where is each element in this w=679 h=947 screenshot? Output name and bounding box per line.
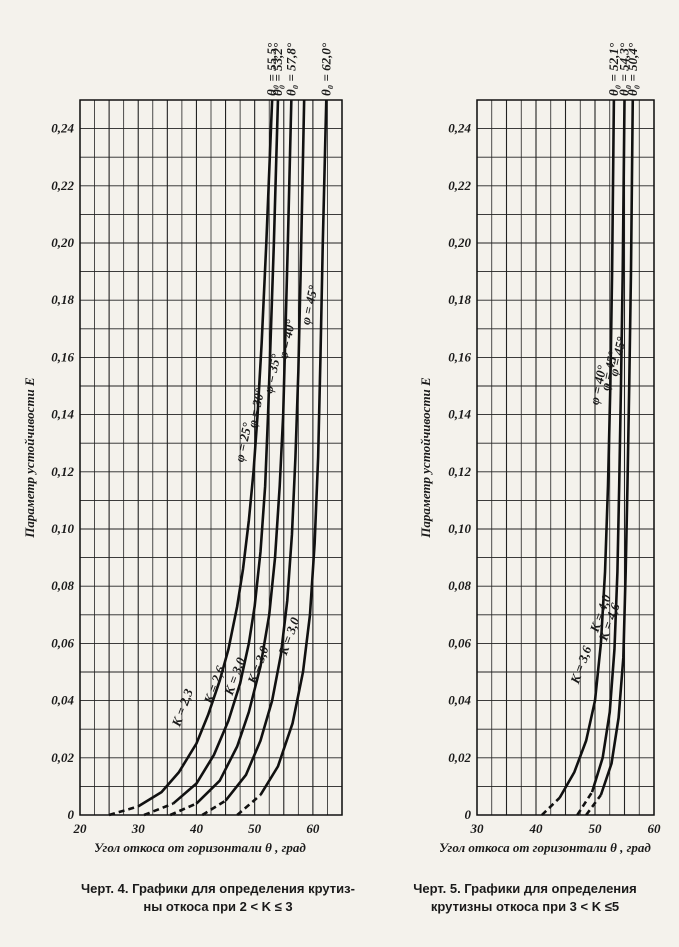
series-line	[599, 99, 635, 796]
series-line-dashed	[585, 794, 602, 816]
theta0-label: θ₀ = 50,4°	[625, 42, 640, 96]
k-label: K = 3,6	[567, 643, 595, 686]
theta0-label: θ₀ = 54,3°	[617, 42, 632, 96]
x-tick-label: 40	[189, 821, 204, 836]
plot-frame	[79, 99, 343, 816]
series-line-dashed	[201, 799, 227, 817]
series-line	[590, 99, 626, 793]
x-tick-label: 20	[73, 821, 88, 836]
y-tick-label: 0,10	[51, 521, 74, 536]
x-tick-label: 40	[529, 821, 544, 836]
y-tick-label: 0,10	[448, 521, 471, 536]
theta0-label: θ₀ = 57,8°	[283, 42, 298, 96]
x-tick-label: 30	[470, 821, 485, 836]
series-line-dashed	[576, 791, 594, 816]
y-tick-label: 0	[68, 807, 75, 822]
series-line	[558, 99, 616, 799]
theta0-label: θ₀ = 62,0°	[318, 42, 333, 96]
y-tick-label: 0,08	[448, 578, 471, 593]
series-line-dashed	[169, 802, 197, 817]
y-tick-label: 0,24	[448, 121, 471, 136]
y-tick-label: 0,20	[51, 235, 74, 250]
series-curve: K = 2,6φ = 30°θ₀ = 53,2°	[143, 42, 285, 817]
chart-slope-3-5: 0 0,02 0,04 0,06 0,08 0,10 0,12 0,14 0,16 0,18 0,2…	[418, 42, 661, 855]
caption-chart-4-line2: ны откоса при 2 < K ≤ 3	[143, 899, 293, 914]
theta0-label: θ₀ = 52,1°	[606, 42, 621, 96]
y-tick-label: 0,04	[51, 693, 74, 708]
caption-chart-5-line1: Черт. 5. Графики для определения	[413, 881, 637, 896]
y-tick-label: 0,12	[51, 464, 74, 479]
series-line	[195, 99, 293, 805]
series-line	[224, 99, 306, 802]
y-tick-label: 0,22	[51, 178, 74, 193]
y-tick-label: 0,02	[448, 750, 471, 765]
caption-chart-5-line2: крутизны откоса при 3 < K ≤5	[430, 899, 620, 914]
series-line-dashed	[143, 802, 174, 817]
phi-label: φ = 40°	[275, 318, 298, 361]
x-axis-label: Угол откоса от горизонтали θ , град	[94, 840, 306, 855]
x-tick-label: 30	[131, 821, 146, 836]
x-tick-label: 50	[589, 821, 603, 836]
y-tick-label: 0,22	[448, 178, 471, 193]
series-line	[137, 99, 274, 808]
x-tick-label: 60	[648, 821, 662, 836]
series-line-dashed	[236, 793, 262, 816]
caption-chart-5: Черт. 5. Графики для определения крутизн…	[390, 880, 660, 916]
y-axis-label: Параметр устойчивости E	[22, 377, 37, 539]
series-curve: K = 3,6φ = 40°θ₀ = 52,1°	[540, 42, 621, 816]
y-tick-label: 0,12	[448, 464, 471, 479]
x-tick-label: 60	[306, 821, 320, 836]
caption-chart-4: Черт. 4. Графики для определения крутиз-…	[68, 880, 368, 916]
y-tick-label: 0,14	[448, 407, 471, 422]
y-axis-label: Параметр устойчивости E	[418, 377, 433, 539]
theta0-label: θ₀ = 55,5°	[264, 42, 279, 96]
plot-frame	[476, 99, 655, 816]
y-tick-label: 0,20	[448, 235, 471, 250]
y-tick-label: 0,06	[51, 635, 74, 650]
y-tick-label: 0,16	[448, 349, 471, 364]
y-tick-label: 0,18	[448, 292, 471, 307]
phi-label: φ = 45°	[606, 335, 629, 378]
series-line	[172, 99, 280, 805]
y-tick-label: 0,04	[448, 693, 471, 708]
y-tick-label: 0,16	[51, 349, 74, 364]
series-curve: K = 2,3φ = 25°θ₀ = 55,5°	[108, 42, 279, 817]
x-tick-label: 50	[248, 821, 262, 836]
series-line	[259, 99, 328, 796]
caption-chart-4-line1: Черт. 4. Графики для определения крутиз-	[81, 881, 355, 896]
y-tick-label: 0,02	[51, 750, 74, 765]
y-tick-label: 0,08	[51, 578, 74, 593]
theta0-label: θ₀ = 53,2°	[270, 42, 285, 96]
y-tick-label: 0,18	[51, 292, 74, 307]
series-curve: K = 4,0φ = 45°θ₀ = 54,3°	[576, 42, 632, 816]
chart-slope-2-3: 0 0,02 0,04 0,06 0,08 0,10 0,12 0,14 0,16 0,18 0,2…	[22, 42, 343, 855]
y-tick-label: 0,06	[448, 635, 471, 650]
series-line-dashed	[108, 805, 139, 817]
y-tick-label: 0,14	[51, 407, 74, 422]
y-tick-label: 0	[465, 807, 472, 822]
series-line-dashed	[540, 796, 561, 816]
x-axis-label: Угол откоса от горизонтали θ , град	[439, 840, 651, 855]
y-tick-label: 0,24	[51, 121, 74, 136]
k-label: K = 2,3	[168, 686, 196, 729]
